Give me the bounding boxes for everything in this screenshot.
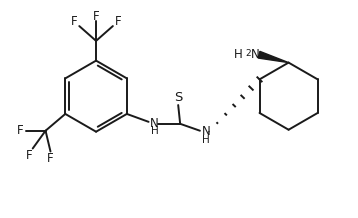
Text: F: F bbox=[16, 124, 23, 137]
Text: F: F bbox=[71, 15, 78, 28]
Text: N: N bbox=[251, 48, 260, 61]
Text: S: S bbox=[174, 91, 182, 104]
Text: N: N bbox=[202, 125, 210, 138]
Text: F: F bbox=[47, 152, 54, 165]
Text: N: N bbox=[150, 117, 159, 130]
Text: F: F bbox=[93, 10, 100, 23]
Text: F: F bbox=[115, 15, 121, 28]
Polygon shape bbox=[258, 51, 289, 63]
Text: H: H bbox=[233, 48, 242, 61]
Text: H: H bbox=[151, 126, 158, 136]
Text: 2: 2 bbox=[245, 49, 251, 58]
Text: H: H bbox=[202, 135, 210, 145]
Text: F: F bbox=[25, 149, 32, 162]
